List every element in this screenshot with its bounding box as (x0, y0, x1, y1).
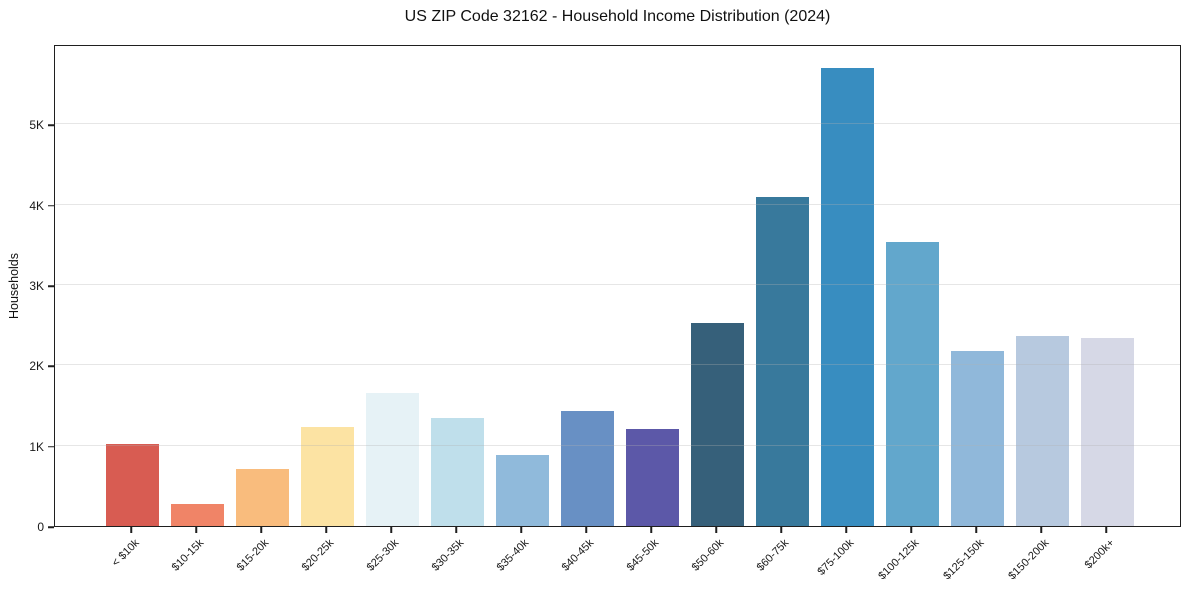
x-tick-label-14: $150-200k (1006, 537, 1052, 583)
gridline-4000 (55, 203, 1180, 205)
x-tick-label-6: $35-40k (494, 537, 532, 574)
y-tick-label-0: 0 (37, 520, 44, 534)
bar-150-200k (1015, 335, 1069, 526)
x-tick-label-13: $125-150k (941, 537, 987, 583)
y-tick-mark-0 (48, 526, 54, 528)
y-tick-mark-5K (48, 124, 54, 127)
y-tick-label-3K: 3K (29, 279, 44, 293)
x-tick-label-4: $25-30k (364, 537, 402, 574)
bar-50-60k (690, 322, 744, 526)
bar-100-125k (885, 241, 939, 526)
y-tick-mark-4K (48, 204, 54, 207)
x-tick-mark-9 (715, 527, 717, 533)
x-tick-mark-13 (975, 527, 977, 533)
x-tick-label-5: $30-35k (429, 537, 467, 574)
bar-30-35k (430, 418, 484, 526)
bar-35-40k (495, 455, 549, 526)
y-tick-label-1K: 1K (29, 439, 44, 454)
x-tick-label-9: $50-60k (689, 537, 727, 574)
x-tick-mark-2 (260, 527, 262, 533)
x-tick-label-2: $15-20k (234, 537, 272, 574)
x-tick-mark-11 (845, 527, 847, 533)
bar-60-75k (755, 196, 809, 526)
x-tick-label-0: < $10k (109, 537, 142, 570)
x-tick-mark-6 (520, 527, 522, 533)
y-tick-label-5K: 5K (29, 118, 44, 133)
x-tick-mark-12 (910, 527, 912, 533)
bar-45-50k (625, 428, 679, 526)
gridline-1000 (55, 444, 1180, 446)
gridline-2000 (55, 364, 1180, 366)
y-tick-mark-3K (48, 285, 54, 287)
bar-200k (1080, 338, 1134, 526)
y-tick-label-4K: 4K (29, 198, 44, 213)
x-tick-mark-1 (195, 527, 197, 533)
x-tick-label-10: $60-75k (754, 537, 792, 574)
x-tick-mark-3 (325, 527, 327, 533)
x-tick-label-8: $45-50k (624, 537, 662, 574)
bar-125-150k (950, 350, 1004, 526)
bar-10k (105, 444, 159, 526)
bar-10-15k (170, 504, 224, 526)
x-tick-label-7: $40-45k (559, 537, 597, 574)
x-tick-mark-15 (1105, 527, 1107, 533)
y-tick-mark-2K (48, 365, 54, 368)
x-tick-label-1: $10-15k (169, 537, 207, 574)
plot-area (54, 45, 1181, 527)
x-tick-mark-0 (130, 527, 132, 533)
gridline-5000 (55, 123, 1180, 125)
x-tick-mark-10 (780, 527, 782, 533)
x-tick-label-3: $20-25k (299, 537, 337, 574)
x-tick-mark-7 (585, 527, 587, 533)
x-tick-label-11: $75-100k (815, 537, 857, 578)
x-tick-mark-8 (650, 527, 652, 533)
bar-20-25k (300, 427, 354, 526)
bar-75-100k (820, 68, 874, 526)
bar-15-20k (235, 468, 289, 526)
y-tick-label-2K: 2K (29, 359, 44, 374)
x-tick-label-15: $200k+ (1082, 537, 1117, 572)
x-tick-mark-4 (390, 527, 392, 533)
bar-40-45k (560, 411, 614, 526)
x-tick-label-12: $100-125k (876, 537, 922, 583)
y-tick-mark-1K (48, 445, 54, 448)
bar-25-30k (365, 392, 419, 526)
gridline-3000 (55, 284, 1180, 285)
x-tick-mark-14 (1040, 527, 1042, 533)
x-tick-mark-5 (455, 527, 457, 533)
chart-title: US ZIP Code 32162 - Household Income Dis… (404, 8, 831, 25)
